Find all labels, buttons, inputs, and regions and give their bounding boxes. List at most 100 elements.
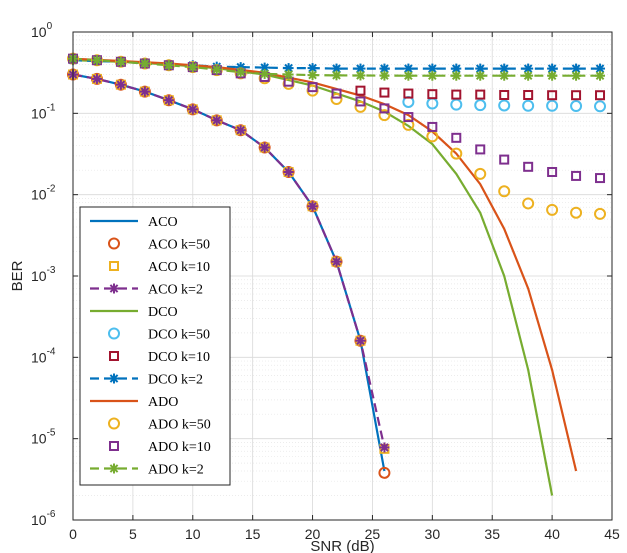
data-point (307, 82, 318, 93)
data-point (211, 115, 222, 126)
y-tick-exponent: -4 (47, 346, 56, 357)
legend-item: ACO k=50 (108, 237, 210, 253)
legend-item: DCO k=10 (109, 350, 210, 365)
data-point (594, 100, 607, 113)
data-point (403, 112, 414, 123)
legend-item: DCO (90, 305, 178, 320)
legend-item: ACO k=10 (109, 260, 210, 275)
legend-marker (109, 463, 119, 474)
data-point (595, 70, 606, 81)
data-point (594, 207, 607, 220)
data-point (403, 70, 414, 81)
data-point (427, 89, 438, 100)
legend-item: ADO (90, 395, 178, 410)
data-point (331, 70, 342, 81)
data-point (91, 73, 102, 84)
legend-marker (109, 261, 119, 271)
data-point (330, 93, 343, 106)
data-point (379, 87, 390, 98)
x-tick-label: 25 (365, 526, 381, 542)
data-point (522, 99, 535, 112)
data-point (378, 109, 391, 122)
x-tick-labels: 0 5 10 15 20 25 30 35 40 45 (69, 526, 620, 542)
data-point (163, 60, 174, 71)
data-point (115, 79, 126, 90)
axis-ticks (72, 31, 613, 521)
series-markers (67, 52, 607, 479)
y-tick-label: 10-1 (31, 102, 56, 121)
data-point (283, 69, 294, 80)
data-point (571, 90, 582, 101)
legend-label: ACO k=10 (148, 260, 210, 275)
data-point (547, 166, 558, 177)
data-point (547, 90, 558, 101)
x-tick-label: 10 (185, 526, 201, 542)
y-tick-base: 10 (31, 431, 47, 447)
legend-marker (108, 237, 120, 250)
x-tick-label: 30 (425, 526, 441, 542)
data-point (379, 103, 390, 114)
x-tick-label: 35 (484, 526, 500, 542)
data-point (474, 167, 487, 180)
data-point (570, 206, 583, 219)
x-axis-label: SNR (dB) (310, 538, 374, 553)
data-point (355, 70, 366, 81)
legend-item: DCO k=50 (108, 327, 210, 343)
data-point (522, 197, 535, 210)
legend-marker (108, 327, 120, 340)
y-tick-base: 10 (31, 268, 47, 284)
y-tick-exponent: -1 (47, 102, 56, 113)
data-point (474, 99, 487, 112)
y-tick-base: 10 (31, 24, 47, 40)
data-point (523, 70, 534, 81)
data-point (570, 100, 583, 113)
data-point (139, 86, 150, 97)
data-point (475, 70, 486, 81)
x-tick-label: 15 (245, 526, 261, 542)
legend-marker (109, 351, 119, 361)
legend-label: ADO k=2 (148, 463, 204, 478)
legend-label: ACO (148, 215, 178, 230)
data-point (450, 147, 463, 160)
data-point (187, 104, 198, 115)
data-point (259, 68, 270, 79)
data-point (115, 56, 126, 67)
data-point (571, 70, 582, 81)
legend-label: DCO k=50 (148, 328, 210, 343)
legend-item: ADO k=10 (109, 440, 211, 455)
data-point (546, 203, 559, 216)
y-tick-base: 10 (31, 187, 47, 203)
data-point (498, 185, 511, 198)
y-tick-exponent: -6 (47, 509, 56, 520)
y-tick-label: 10-3 (31, 265, 56, 284)
y-tick-exponent: -3 (47, 265, 56, 276)
data-point (595, 90, 606, 101)
data-point (91, 55, 102, 66)
x-tick-label: 5 (129, 526, 137, 542)
y-tick-base: 10 (31, 105, 47, 121)
data-point (403, 88, 414, 99)
y-tick-label: 10-4 (31, 346, 56, 365)
y-tick-label: 10-2 (31, 184, 56, 203)
legend-item: ACO k=2 (90, 283, 203, 298)
data-point (498, 99, 511, 112)
data-point (331, 88, 342, 99)
data-point (187, 62, 198, 73)
data-point (235, 67, 246, 78)
data-point (547, 70, 558, 81)
y-tick-exponent: -2 (47, 184, 56, 195)
legend-item: ADO k=50 (108, 417, 211, 433)
data-point (499, 70, 510, 81)
x-tick-label: 20 (305, 526, 321, 542)
data-point (595, 173, 606, 184)
x-tick-label: 45 (604, 526, 620, 542)
series-markers-11 (68, 53, 606, 81)
legend-box (79, 206, 231, 486)
data-point (499, 154, 510, 165)
legend-label: ACO k=50 (148, 238, 210, 253)
data-point (475, 89, 486, 100)
x-tick-label: 40 (544, 526, 560, 542)
y-tick-label: 100 (31, 21, 53, 40)
